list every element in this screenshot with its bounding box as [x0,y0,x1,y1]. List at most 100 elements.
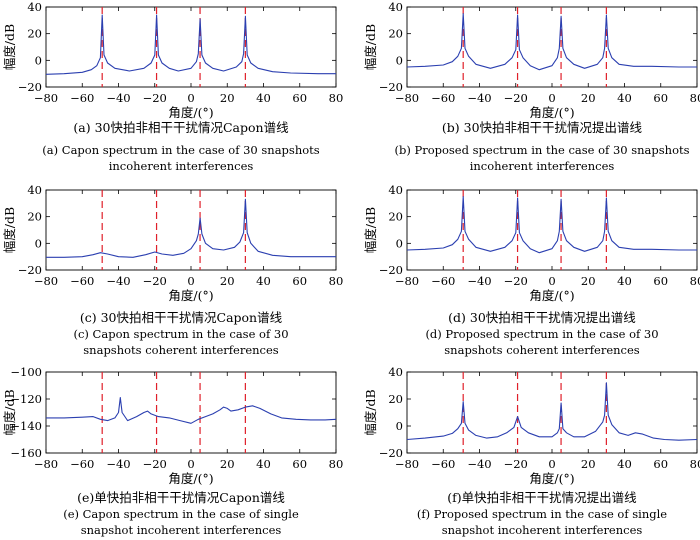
axes-box [406,189,698,271]
y-tick-label: −160 [10,446,42,460]
y-axis-label: 幅度/dB [363,207,378,253]
x-tick-label: −20 [504,274,528,288]
x-tick-label: 0 [548,91,555,105]
x-tick-label: 80 [329,274,344,288]
y-tick-label: 0 [35,236,42,250]
x-tick-label: −80 [34,457,58,471]
x-tick-label: −80 [395,457,419,471]
x-tick-label: −60 [70,457,94,471]
x-tick-label: 0 [187,457,194,471]
panel-f: −80 −60 −40 −20 0 20 40 60 80 −20 0 20 40 角度/(°) 幅度/dB… [363,365,700,537]
x-tick-label: 20 [220,457,235,471]
x-axis-label: 角度/(°) [168,105,213,120]
y-tick-label: 40 [27,0,42,14]
caption-en-line1: (e) Capon spectrum in the case of single [63,507,299,521]
x-axis-label: 角度/(°) [168,288,213,303]
y-tick-label: 20 [388,210,403,224]
y-tick-label: 20 [388,392,403,406]
x-tick-label: −20 [504,457,528,471]
x-tick-label: −20 [143,274,167,288]
panel-e: −80 −60 −40 −20 0 20 40 60 80 −160 −140 −120 −100 角度/… [2,365,343,537]
x-tick-label: −60 [431,457,455,471]
y-axis-label: 幅度/dB [2,389,17,435]
x-tick-label: 20 [581,274,596,288]
x-tick-label: −80 [34,91,58,105]
x-tick-label: 40 [256,457,271,471]
caption-en-line2: incoherent interferences [109,159,254,173]
x-tick-label: −40 [106,457,130,471]
axes-box [45,371,337,454]
caption-en-line2: snapshots coherent interferences [444,343,640,357]
x-tick-label: −60 [70,91,94,105]
x-tick-label: −60 [70,274,94,288]
x-tick-label: 20 [220,274,235,288]
x-tick-label: 80 [690,91,700,105]
y-tick-label: 40 [388,365,403,379]
x-tick-label: −60 [431,91,455,105]
caption-en-line2: snapshot incoherent interferences [442,523,643,537]
x-tick-label: −40 [106,91,130,105]
y-tick-label: 0 [396,53,403,67]
y-tick-label: −20 [18,80,42,94]
panel-a: −80 −60 −40 −20 0 20 40 60 80 −20 0 20 40 角度/(°) 幅度/dB… [2,0,343,173]
panel-d: −80 −60 −40 −20 0 20 40 60 80 −20 0 20 40 角度/(°) 幅度/dB… [363,183,700,357]
y-tick-label: −20 [379,263,403,277]
x-tick-label: −80 [395,91,419,105]
x-tick-label: 40 [617,91,632,105]
x-tick-label: 60 [653,457,668,471]
caption-en-line1: (b) Proposed spectrum in the case of 30 … [394,143,689,157]
x-tick-label: −20 [143,91,167,105]
spectrum-line [406,196,697,254]
spectrum-line [45,14,336,75]
y-tick-label: 20 [27,210,42,224]
x-tick-label: −20 [143,457,167,471]
caption-cn: (c) 30快拍相干干扰情况Capon谱线 [80,310,283,325]
y-tick-label: 20 [388,27,403,41]
x-tick-label: 60 [292,91,307,105]
x-tick-label: −40 [467,274,491,288]
caption-cn: (e)单快拍非相干干扰情况Capon谱线 [77,490,285,505]
x-tick-label: 60 [653,274,668,288]
x-tick-label: 80 [690,274,700,288]
x-tick-label: 40 [256,91,271,105]
caption-en-line2: snapshot incoherent interferences [81,523,282,537]
y-tick-label: −20 [379,446,403,460]
y-tick-label: 0 [396,236,403,250]
x-tick-label: 20 [581,91,596,105]
x-tick-label: −60 [431,274,455,288]
y-axis-label: 幅度/dB [2,24,17,70]
y-axis-label: 幅度/dB [2,207,17,253]
x-tick-label: 0 [548,274,555,288]
y-tick-label: −140 [10,419,42,433]
axes-box [45,189,337,271]
x-tick-label: 60 [653,91,668,105]
x-tick-label: −80 [395,274,419,288]
y-tick-label: 0 [35,53,42,67]
axes-box [45,6,337,88]
spectrum-line [406,382,698,441]
x-tick-label: 40 [617,274,632,288]
x-tick-label: 60 [292,274,307,288]
spectrum-line [406,13,697,71]
caption-en-line2: incoherent interferences [470,159,615,173]
caption-en-line1: (a) Capon spectrum in the case of 30 sna… [42,143,319,157]
axes-box [406,371,698,454]
panel-b: −80 −60 −40 −20 0 20 40 60 80 −20 0 20 40 角度/(°) 幅度/dB… [363,0,700,173]
x-tick-label: −20 [504,91,528,105]
axes-box [406,6,698,88]
caption-en-line1: (d) Proposed spectrum in the case of 30 [425,327,658,341]
x-tick-label: 80 [690,457,700,471]
x-axis-label: 角度/(°) [529,105,574,120]
x-tick-label: 80 [329,91,344,105]
x-tick-label: 20 [581,457,596,471]
x-tick-label: 40 [256,274,271,288]
x-tick-label: 0 [187,274,194,288]
caption-en-line1: (f) Proposed spectrum in the case of sin… [417,507,667,521]
y-tick-label: −100 [10,365,42,379]
x-tick-label: −80 [34,274,58,288]
caption-cn: (a) 30快拍非相干干扰情况Capon谱线 [73,120,289,135]
y-tick-label: 40 [27,183,42,197]
spectrum-line [46,397,337,424]
y-tick-label: 20 [27,27,42,41]
